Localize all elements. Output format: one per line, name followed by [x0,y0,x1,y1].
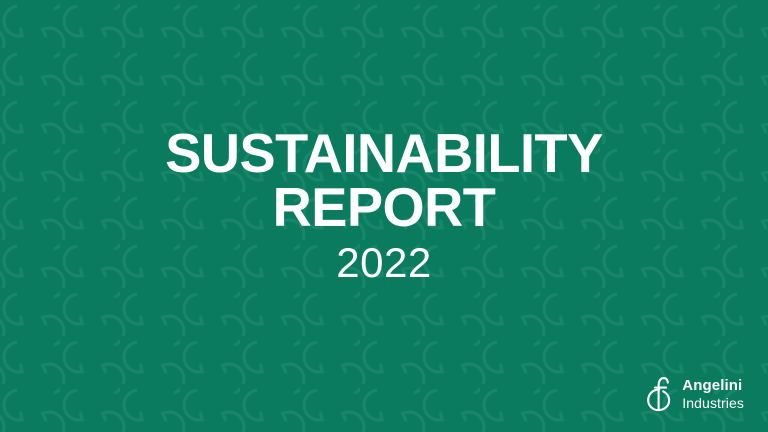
cover-title-block: SUSTAINABILITY REPORT 2022 [0,122,768,286]
brand-wordmark: Angelini Industries [682,378,744,410]
page-title-line-1: SUSTAINABILITY [165,122,603,184]
brand-logo: Angelini Industries [646,376,744,412]
angelini-droplet-a-logo-icon [647,377,671,412]
brand-name: Angelini [682,377,743,394]
page-title-year: 2022 [336,238,432,286]
page-title-line-2: REPORT [272,176,496,239]
brand-subtitle: Industries [682,395,744,411]
